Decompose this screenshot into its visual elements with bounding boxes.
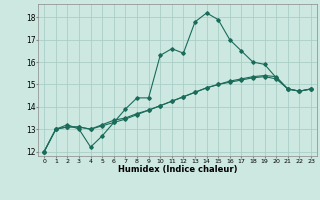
X-axis label: Humidex (Indice chaleur): Humidex (Indice chaleur) — [118, 165, 237, 174]
